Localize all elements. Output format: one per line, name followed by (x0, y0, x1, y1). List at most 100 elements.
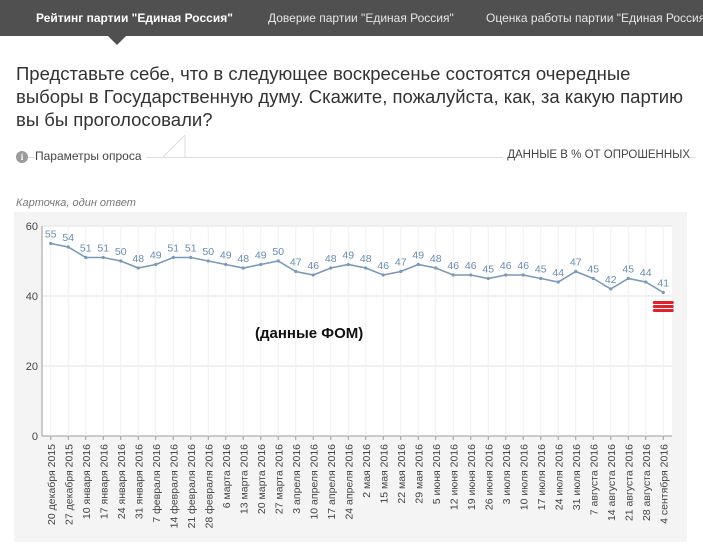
data-point (259, 262, 263, 267)
tab-rating[interactable]: Рейтинг партии "Единая Россия" (36, 11, 233, 25)
data-point (346, 262, 350, 267)
data-point (224, 262, 228, 267)
data-label: 48 (360, 253, 372, 265)
chart-area: 0 20 40 60 20 декабря 2015 27 декабря 2015 10 … (14, 212, 687, 542)
x-tick-label: 7 февраля 2016 (151, 444, 163, 523)
data-label: 49 (255, 250, 267, 262)
data-label: 50 (115, 246, 127, 258)
x-tick-label: 17 января 2016 (98, 444, 110, 519)
x-tick-label: 10 апреля 2016 (308, 444, 320, 520)
data-point (626, 276, 630, 281)
x-tick-label: 10 января 2016 (81, 444, 93, 519)
x-tick-label: 21 февраля 2016 (186, 444, 198, 529)
data-point (311, 273, 315, 277)
data-label: 50 (272, 246, 284, 258)
line-chart: 0 20 40 60 20 декабря 2015 27 декабря 2015 10 … (26, 221, 674, 529)
data-label: 44 (552, 267, 564, 279)
survey-parameters-link[interactable]: Параметры опроса (35, 149, 146, 163)
x-tick-label: 10 июля 2016 (518, 444, 530, 510)
data-label: 49 (150, 250, 162, 262)
data-point (49, 241, 53, 246)
divider (16, 157, 696, 158)
x-tick-label: 27 декабря 2015 (63, 444, 75, 525)
chart-annotation: (данные ФОМ) (255, 325, 363, 342)
data-label: 49 (412, 250, 424, 262)
data-point (154, 262, 158, 267)
data-point (416, 262, 420, 267)
y-tick-label: 20 (26, 361, 38, 373)
x-tick-label: 2 мая 2016 (361, 444, 373, 498)
data-point (521, 273, 525, 277)
x-tick-label: 27 марта 2016 (273, 444, 285, 514)
x-tick-label: 31 января 2016 (133, 444, 145, 519)
data-point (136, 266, 140, 270)
plot-background (42, 226, 672, 436)
x-tick-label: 24 июля 2016 (553, 444, 565, 510)
data-label: 48 (132, 253, 144, 265)
data-point (644, 280, 648, 284)
data-point (399, 269, 403, 274)
tab-bar: Рейтинг партии "Единая Россия" Доверие п… (0, 0, 703, 36)
x-tick-label: 14 августа 2016 (606, 444, 618, 521)
data-label: 42 (605, 274, 617, 286)
series-line (50, 242, 664, 294)
x-tick-label: 13 марта 2016 (238, 444, 250, 514)
data-point (329, 266, 333, 270)
data-point (661, 290, 665, 295)
data-label: 51 (185, 243, 197, 255)
data-label: 50 (202, 246, 214, 258)
x-tick-label: 3 апреля 2016 (291, 444, 303, 514)
data-label: 46 (377, 260, 389, 272)
x-tick-label: 26 июня 2016 (483, 444, 495, 510)
x-tick-label: 20 марта 2016 (256, 444, 268, 514)
data-label: 46 (447, 260, 459, 272)
data-point (294, 269, 298, 274)
question-type-label: Карточка, один ответ (16, 197, 136, 209)
data-label: 48 (325, 253, 337, 265)
data-label: 41 (657, 278, 669, 290)
x-tick-label: 14 февраля 2016 (168, 444, 180, 529)
x-tick-label: 20 декабря 2015 (46, 444, 58, 525)
data-point (101, 255, 105, 260)
tab-work-assessment[interactable]: Оценка работы партии "Единая Россия" (486, 11, 703, 25)
survey-question: Представьте себе, что в следующее воскре… (16, 63, 684, 130)
divider-notch (163, 134, 186, 158)
data-point (276, 259, 280, 263)
data-label: 46 (500, 260, 512, 272)
x-tick-label: 7 августа 2016 (588, 444, 600, 515)
y-tick-label: 0 (32, 431, 38, 443)
x-tick-label: 12 июня 2016 (448, 444, 460, 510)
data-point (556, 280, 560, 284)
data-point (451, 273, 455, 277)
x-tick-label: 24 апреля 2016 (343, 444, 355, 520)
y-tick-label: 40 (26, 291, 38, 303)
data-label: 51 (167, 243, 179, 255)
data-label: 47 (395, 257, 407, 269)
data-point (381, 273, 385, 277)
x-tick-label: 17 июля 2016 (536, 444, 548, 510)
data-point (434, 266, 438, 270)
x-tick-label: 31 июля 2016 (571, 444, 583, 510)
data-label: 55 (45, 229, 57, 241)
data-label: 47 (290, 257, 302, 269)
data-point (241, 266, 245, 270)
data-label: 48 (237, 253, 249, 265)
data-point (609, 287, 613, 291)
data-point (574, 269, 578, 274)
y-tick-label: 60 (26, 221, 38, 233)
x-tick-label: 3 июля 2016 (501, 444, 513, 505)
x-tick-label: 28 августа 2016 (641, 444, 653, 521)
data-units-label: ДАННЫЕ В % ОТ ОПРОШЕННЫХ (503, 149, 690, 161)
data-label: 45 (535, 264, 547, 276)
info-icon: i (16, 151, 28, 163)
data-point (206, 259, 210, 263)
data-label: 49 (342, 250, 354, 262)
x-tick-label: 4 сентября 2016 (658, 444, 670, 524)
data-point (591, 276, 595, 281)
data-label: 49 (220, 250, 232, 262)
data-label: 45 (482, 264, 494, 276)
x-tick-label: 17 апреля 2016 (326, 444, 338, 520)
data-label: 48 (430, 253, 442, 265)
tab-trust[interactable]: Доверие партии "Единая Россия" (268, 11, 454, 25)
data-point (171, 255, 175, 260)
